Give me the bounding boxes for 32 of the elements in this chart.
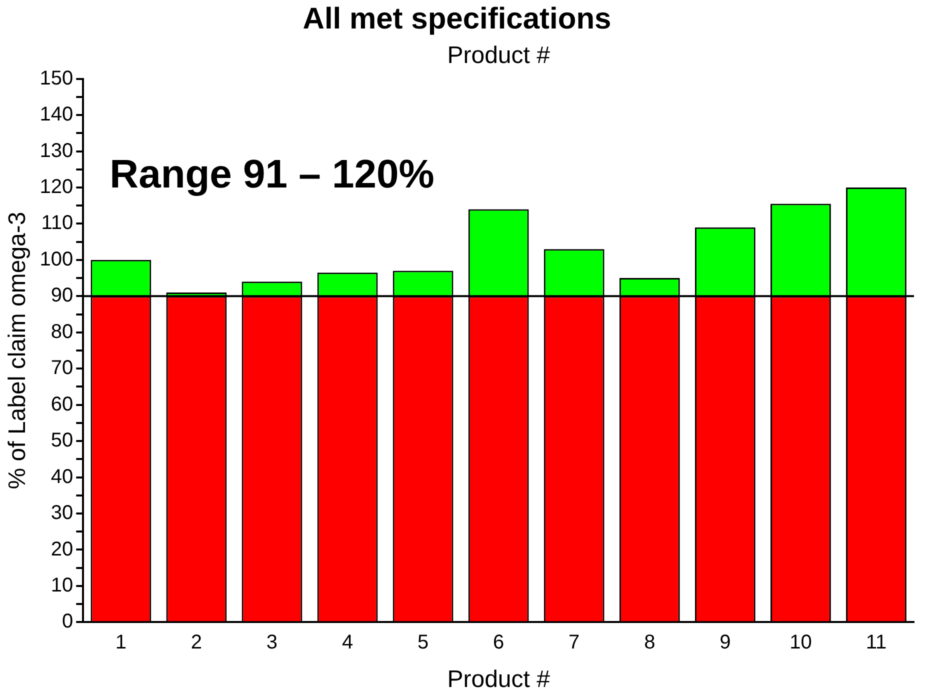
x-tick-label: 8 — [644, 632, 656, 654]
x-tick-label: 3 — [266, 632, 278, 654]
y-tick-label: 10 — [50, 574, 74, 596]
y-tick-label: 80 — [50, 320, 74, 343]
chart-title: All met specifications — [302, 2, 612, 36]
y-tick-label: 50 — [50, 430, 74, 452]
x-tick-label: 10 — [790, 632, 812, 654]
x-tick-label: 4 — [342, 632, 354, 654]
y-tick-label: 150 — [40, 67, 74, 90]
y-tick-label: 30 — [50, 502, 74, 524]
y-tick-label: 60 — [50, 393, 74, 416]
y-tick-label: 90 — [50, 284, 74, 307]
y-tick-label: 110 — [41, 212, 74, 234]
x-tick-label: 5 — [417, 632, 429, 654]
x2-axis-title: Product # — [447, 42, 551, 70]
x-tick-label: 7 — [568, 632, 580, 654]
x-tick-label: 1 — [115, 632, 126, 654]
x-tick-label: 2 — [190, 632, 202, 654]
y-tick-label: 0 — [62, 610, 74, 633]
y-tick-label: 120 — [40, 176, 74, 198]
y-tick-label: 70 — [50, 357, 74, 380]
x-tick-label: 9 — [720, 632, 731, 654]
y-tick-label: 140 — [40, 104, 74, 126]
y-tick-label: 100 — [40, 248, 74, 270]
y-tick-label: 20 — [50, 538, 74, 560]
y-tick-label: 40 — [50, 466, 74, 488]
x-tick-label: 6 — [493, 632, 504, 654]
x-tick-label: 11 — [866, 632, 887, 654]
annotation: Range 91 – 120% — [110, 152, 434, 197]
y-tick-label: 130 — [40, 140, 74, 162]
x-axis-title: Product # — [447, 666, 551, 694]
y-axis-title: % of Label claim omega-3 — [4, 212, 32, 490]
